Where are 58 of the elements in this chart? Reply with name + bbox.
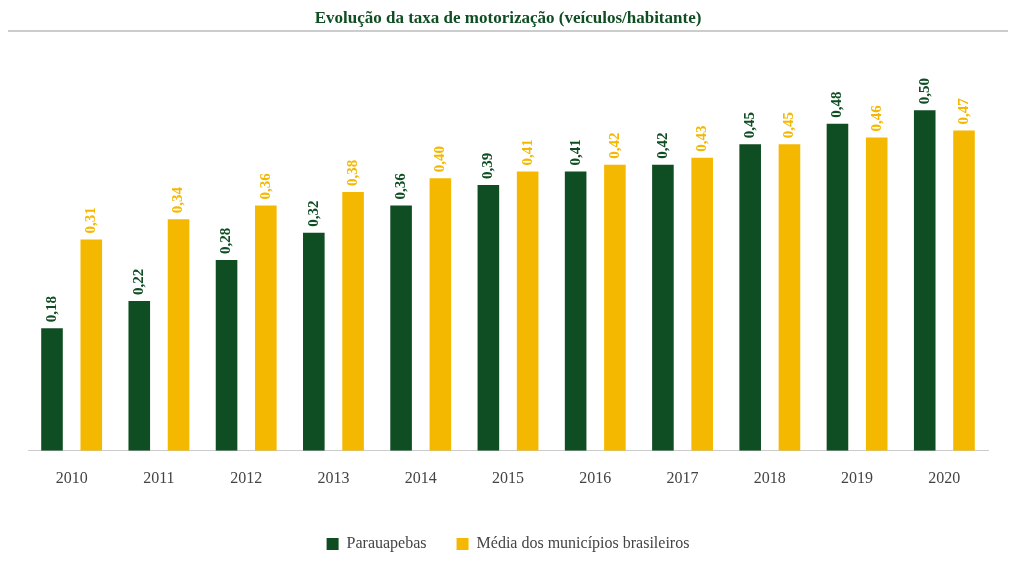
chart-title: Evolução da taxa de motorização (veículos/habitante) — [313, 8, 703, 28]
x-tick-label: 2015 — [492, 468, 524, 486]
bar — [390, 205, 412, 451]
bar — [604, 164, 626, 451]
data-label: 0,31 — [82, 207, 99, 234]
bar — [80, 239, 103, 451]
data-label: 0,38 — [343, 159, 360, 186]
bar — [429, 178, 452, 451]
bar — [778, 144, 801, 451]
bar — [255, 205, 277, 451]
bar — [303, 232, 325, 451]
data-label: 0,32 — [304, 200, 321, 227]
data-label: 0,45 — [780, 111, 797, 139]
data-label: 0,46 — [867, 104, 884, 132]
bar — [167, 219, 190, 451]
bar — [953, 130, 975, 451]
data-label: 0,34 — [169, 186, 186, 214]
x-tick-label: 2019 — [841, 468, 874, 486]
data-label: 0,36 — [256, 172, 273, 200]
bar — [41, 328, 63, 451]
x-tick-label: 2014 — [404, 468, 437, 486]
bar — [913, 110, 936, 451]
x-tick-label: 2020 — [928, 468, 961, 486]
x-tick-label: 2010 — [55, 468, 88, 486]
bar — [516, 171, 539, 451]
bar — [652, 164, 674, 451]
bar — [739, 144, 761, 451]
x-tick-label: 2017 — [666, 468, 699, 486]
bar — [342, 191, 364, 451]
data-label: 0,36 — [391, 172, 408, 200]
data-label: 0,22 — [130, 268, 147, 295]
legend-label: Média dos municípios brasileiros — [476, 534, 690, 553]
data-label: 0,50 — [915, 77, 932, 105]
bar — [865, 137, 888, 451]
legend-label: Parauapebas — [346, 534, 427, 553]
data-label: 0,39 — [479, 152, 496, 180]
x-tick-label: 2018 — [753, 468, 786, 486]
data-label: 0,48 — [828, 91, 845, 118]
data-label: 0,42 — [605, 132, 622, 159]
data-label: 0,45 — [741, 111, 758, 139]
data-label: 0,42 — [653, 132, 670, 159]
data-label: 0,40 — [431, 146, 448, 173]
bar — [691, 157, 713, 451]
data-label: 0,18 — [42, 295, 59, 323]
data-label: 0,28 — [217, 227, 234, 255]
data-label: 0,43 — [693, 125, 710, 152]
data-label: 0,41 — [566, 139, 583, 166]
x-tick-label: 2016 — [579, 468, 612, 486]
data-label: 0,47 — [954, 97, 971, 125]
x-tick-label: 2013 — [317, 468, 350, 486]
bar — [128, 300, 151, 451]
x-tick-label: 2011 — [143, 468, 175, 486]
bar — [826, 123, 849, 451]
bar — [564, 171, 587, 451]
bar — [477, 185, 500, 451]
x-tick-label: 2012 — [230, 468, 263, 486]
bar — [215, 260, 238, 451]
data-label: 0,41 — [518, 139, 535, 166]
